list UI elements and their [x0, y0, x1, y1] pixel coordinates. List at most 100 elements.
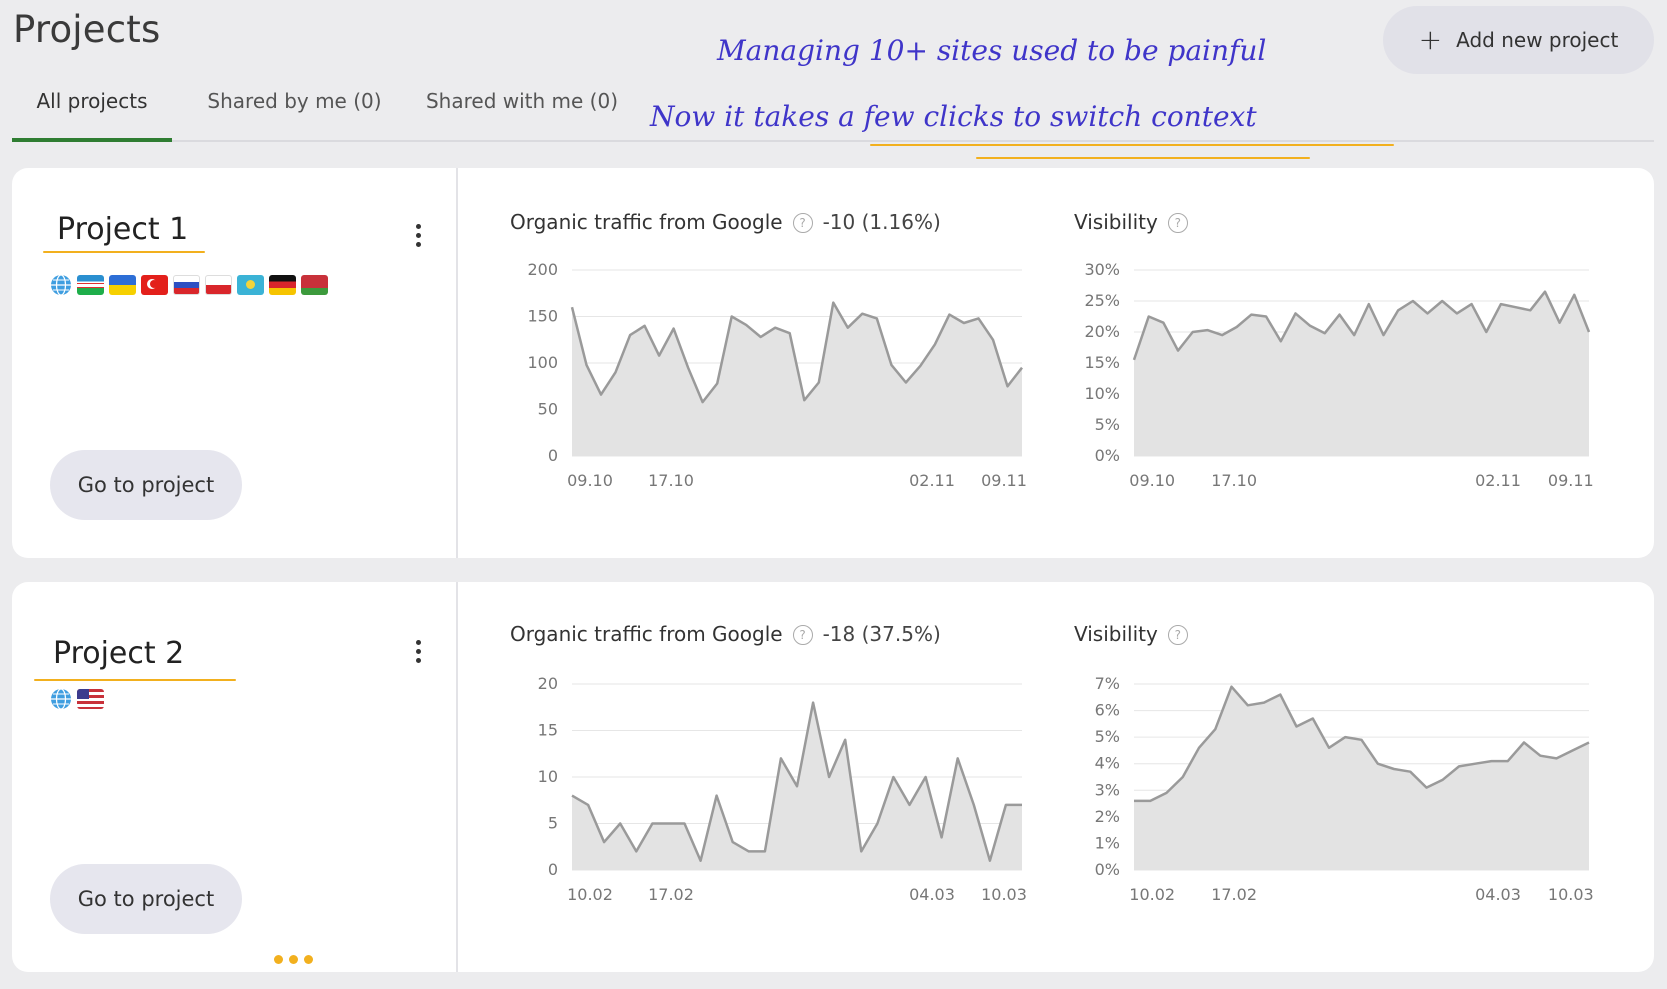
turkey-flag-icon: [141, 275, 168, 295]
project-card-sidebar: Project 2 Go to project: [12, 582, 458, 972]
country-flags: [50, 274, 328, 296]
name-highlight: [43, 251, 205, 253]
y-tick-label: 10%: [1084, 384, 1120, 403]
kazakhstan-flag-icon: [237, 275, 264, 295]
y-tick-label: 3%: [1095, 780, 1120, 799]
y-tick-label: 20%: [1084, 322, 1120, 341]
more-projects-indicator: [274, 955, 313, 964]
poland-flag-icon: [205, 275, 232, 295]
traffic-chart-title: Organic traffic from Google? -10 (1.16%): [510, 210, 941, 234]
x-tick-label: 10.03: [981, 885, 1027, 904]
russia-flag-icon: [173, 275, 200, 295]
active-tab-underline: [12, 138, 172, 142]
traffic-chart-label: Organic traffic from Google: [510, 210, 783, 234]
name-highlight: [34, 679, 236, 681]
x-tick-label: 17.02: [1211, 885, 1257, 904]
x-tick-label: 04.03: [909, 885, 955, 904]
tab-shared-by-me-label: Shared by me (0): [207, 89, 382, 113]
series-area: [572, 302, 1022, 456]
tab-shared-with-me-label: Shared with me (0): [425, 89, 619, 113]
y-tick-label: 100: [527, 353, 558, 372]
x-tick-label: 10.02: [567, 885, 613, 904]
more-options-icon[interactable]: [408, 638, 428, 668]
series-line: [1132, 290, 1591, 361]
project-name[interactable]: Project 2: [53, 636, 185, 671]
y-tick-label: 0: [548, 446, 558, 465]
help-icon[interactable]: ?: [1167, 213, 1188, 233]
project-card-1: Project 1 Go to project Organic traffic …: [12, 168, 1654, 558]
globe-icon: [51, 688, 71, 710]
ukraine-flag-icon: [109, 275, 136, 295]
tab-shared-with-me[interactable]: Shared with me (0): [417, 80, 627, 142]
traffic-delta: -10 (1.16%): [822, 210, 941, 234]
project-card-2: Project 2 Go to project Organic traffic …: [12, 582, 1654, 972]
annotation-underline: [870, 144, 1394, 146]
x-tick-label: 04.03: [1475, 885, 1521, 904]
y-tick-label: 50: [538, 400, 558, 419]
x-tick-label: 09.11: [981, 471, 1027, 490]
plus-icon: +: [1418, 23, 1443, 56]
project-card-sidebar: Project 1 Go to project: [12, 168, 458, 558]
y-tick-label: 15%: [1084, 353, 1120, 372]
y-tick-label: 0: [548, 860, 558, 879]
annotation-line-1: Managing 10+ sites used to be painful: [717, 34, 1267, 67]
project-name[interactable]: Project 1: [57, 212, 189, 247]
visibility-chart-title: Visibility?: [1074, 210, 1198, 234]
series-line: [1134, 685, 1590, 803]
visibility-chart-title: Visibility?: [1074, 622, 1198, 646]
traffic-delta: -18 (37.5%): [822, 622, 941, 646]
traffic-chart-label: Organic traffic from Google: [510, 622, 783, 646]
y-tick-label: 2%: [1095, 807, 1120, 826]
help-icon[interactable]: ?: [792, 625, 813, 645]
visibility-chart-project-1[interactable]: 30% 25% 20% 15% 10% 5% 0% 09.10 17.10 02.11 09.11: [1074, 260, 1599, 500]
go-to-project-button[interactable]: Go to project: [50, 864, 242, 934]
tabs-divider: [172, 140, 1654, 142]
y-tick-label: 5%: [1095, 415, 1120, 434]
x-tick-label: 17.02: [648, 885, 694, 904]
x-tick-label: 10.02: [1129, 885, 1175, 904]
visibility-chart-label: Visibility: [1074, 622, 1158, 646]
tab-all-projects[interactable]: All projects: [12, 80, 172, 142]
y-tick-label: 20: [538, 674, 558, 693]
traffic-chart-project-2[interactable]: 20 15 10 5 0 10.02 17.02 04.03 10.03: [512, 674, 1032, 914]
y-tick-label: 150: [527, 307, 558, 326]
x-tick-label: 10.03: [1548, 885, 1594, 904]
x-tick-label: 17.10: [1211, 471, 1257, 490]
y-tick-label: 30%: [1084, 260, 1120, 279]
y-tick-label: 4%: [1095, 754, 1120, 773]
country-flags: [50, 688, 104, 710]
y-tick-label: 1%: [1095, 833, 1120, 852]
y-tick-label: 10: [538, 767, 558, 786]
go-to-project-button[interactable]: Go to project: [50, 450, 242, 520]
x-tick-label: 09.11: [1548, 471, 1594, 490]
x-tick-label: 02.11: [1475, 471, 1521, 490]
uzbekistan-flag-icon: [77, 275, 104, 295]
annotation-underline: [976, 157, 1310, 159]
germany-flag-icon: [269, 275, 296, 295]
x-tick-label: 09.10: [567, 471, 613, 490]
x-tick-label: 09.10: [1129, 471, 1175, 490]
series-area: [1134, 291, 1589, 456]
y-tick-label: 15: [538, 721, 558, 740]
series-area: [1134, 686, 1589, 870]
series-area: [572, 702, 1022, 870]
y-tick-label: 200: [527, 260, 558, 279]
traffic-chart-title: Organic traffic from Google? -18 (37.5%): [510, 622, 941, 646]
annotation-line-2: Now it takes a few clicks to switch cont…: [650, 100, 1257, 133]
more-options-icon[interactable]: [408, 222, 428, 252]
y-tick-label: 25%: [1084, 291, 1120, 310]
globe-icon: [51, 274, 71, 296]
traffic-chart-project-1[interactable]: 200 150 100 50 0 09.10 17.10 02.11 09.11: [512, 260, 1032, 500]
usa-flag-icon: [77, 689, 104, 709]
add-new-project-button[interactable]: + Add new project: [1383, 6, 1654, 74]
series-line: [570, 301, 1023, 404]
y-tick-label: 0%: [1095, 860, 1120, 879]
visibility-chart-label: Visibility: [1074, 210, 1158, 234]
visibility-chart-project-2[interactable]: 7% 6% 5% 4% 3% 2% 1% 0% 10.02 17.02 04.03 10.03: [1074, 674, 1599, 914]
y-tick-label: 0%: [1095, 446, 1120, 465]
y-tick-label: 6%: [1095, 701, 1120, 720]
tab-shared-by-me[interactable]: Shared by me (0): [202, 80, 387, 142]
help-icon[interactable]: ?: [1167, 625, 1188, 645]
x-tick-label: 17.10: [648, 471, 694, 490]
help-icon[interactable]: ?: [792, 213, 813, 233]
